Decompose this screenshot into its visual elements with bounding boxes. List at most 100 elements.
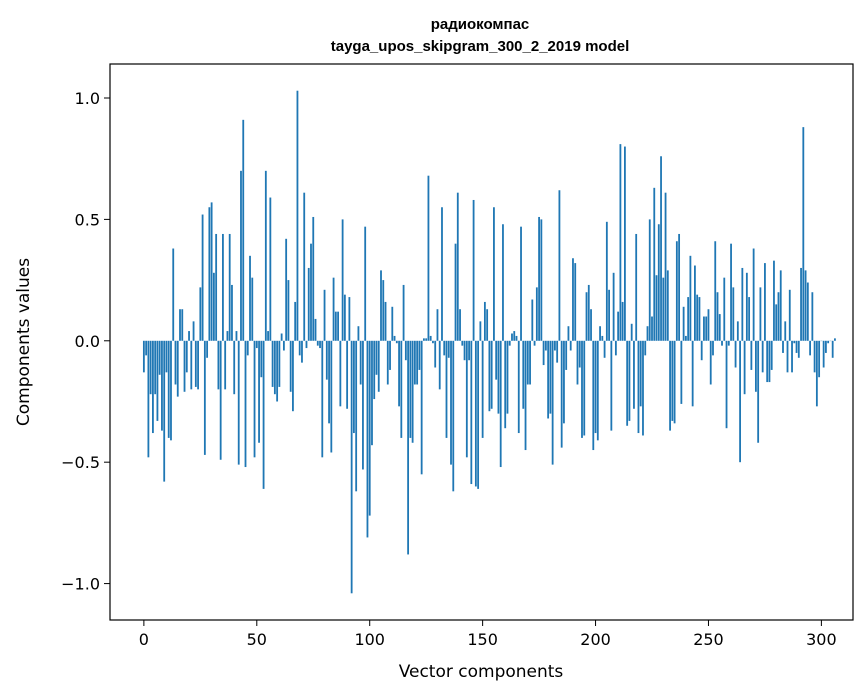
bar <box>212 272 215 341</box>
bar <box>470 340 473 485</box>
bar <box>456 192 459 341</box>
bar <box>332 277 335 341</box>
bar <box>603 340 606 358</box>
bar <box>718 314 721 341</box>
bar <box>364 226 367 341</box>
bar <box>416 340 419 385</box>
y-tick-label: 0.5 <box>75 210 100 229</box>
bar <box>260 340 263 378</box>
bar <box>499 340 502 468</box>
bar <box>240 170 242 341</box>
bar <box>531 299 534 341</box>
bar <box>533 340 536 346</box>
bar <box>596 340 599 441</box>
bar <box>572 258 574 341</box>
bar <box>770 340 773 370</box>
bar <box>434 340 437 368</box>
bar <box>307 267 310 341</box>
bar <box>246 340 249 356</box>
bar <box>310 243 312 341</box>
bar <box>741 267 744 341</box>
bar <box>255 340 258 349</box>
bar <box>371 340 373 446</box>
bar <box>237 340 240 465</box>
bar <box>389 340 391 370</box>
bar <box>734 340 737 368</box>
bar <box>179 309 181 341</box>
bar <box>425 338 428 341</box>
bar <box>170 340 172 441</box>
bar <box>413 340 416 385</box>
bar <box>777 292 780 341</box>
bar <box>766 340 769 383</box>
bar <box>712 340 714 356</box>
bar <box>727 340 730 346</box>
y-axis-label: Components values <box>14 258 34 426</box>
bar <box>294 301 297 341</box>
x-tick-label: 250 <box>693 630 724 649</box>
bar <box>730 243 732 341</box>
bar <box>700 340 703 361</box>
bar <box>633 340 635 409</box>
bar <box>149 340 152 395</box>
bar <box>181 309 184 341</box>
bar <box>560 340 563 448</box>
bar <box>172 248 175 341</box>
bar <box>380 270 382 341</box>
bar <box>346 340 349 409</box>
bar <box>657 224 660 341</box>
bar <box>705 316 708 341</box>
bar <box>375 340 378 375</box>
bar <box>199 287 202 341</box>
bar <box>822 340 825 368</box>
bar <box>587 284 590 341</box>
bar <box>520 226 522 341</box>
bar <box>373 340 376 400</box>
bar <box>280 333 283 341</box>
bar <box>341 219 344 341</box>
bar <box>488 340 491 412</box>
bar <box>626 340 629 426</box>
bar <box>215 233 218 341</box>
bar <box>353 340 355 434</box>
bar <box>535 287 538 341</box>
bar <box>544 340 547 351</box>
bar <box>452 340 455 492</box>
bar-series <box>142 90 836 594</box>
bar <box>402 284 405 341</box>
x-tick-label: 300 <box>806 630 837 649</box>
bar <box>343 294 346 341</box>
bar <box>818 340 821 378</box>
bar <box>359 340 362 385</box>
bar <box>721 340 723 346</box>
bar <box>784 321 787 341</box>
bar <box>142 340 145 373</box>
bar <box>314 318 317 341</box>
bar <box>639 340 642 407</box>
bar <box>508 340 511 346</box>
bar <box>773 260 775 341</box>
bar <box>628 340 631 421</box>
bar <box>610 340 613 431</box>
bar <box>312 216 315 341</box>
bar <box>231 284 233 341</box>
bar <box>395 340 398 344</box>
bar <box>736 321 739 341</box>
bar <box>276 340 279 402</box>
bar <box>443 340 446 356</box>
bar <box>362 340 364 470</box>
bar <box>382 280 385 341</box>
bar <box>612 272 615 341</box>
bar <box>386 340 389 385</box>
bar <box>662 277 665 341</box>
bar <box>779 270 782 341</box>
bar <box>423 338 425 341</box>
bar <box>161 340 163 431</box>
bar <box>806 282 809 341</box>
bar <box>438 340 441 390</box>
bar <box>244 340 247 468</box>
bar <box>147 340 150 458</box>
bar <box>278 340 281 387</box>
bar <box>660 156 662 341</box>
